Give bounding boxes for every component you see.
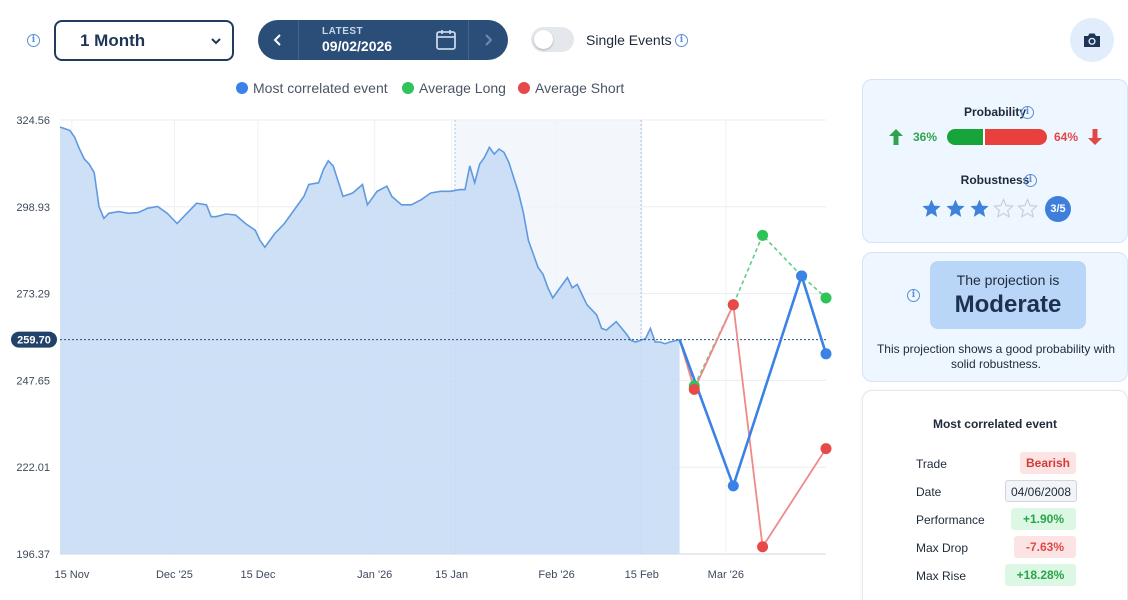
most-correlated-point	[727, 480, 739, 492]
long-percentage: 36%	[913, 130, 938, 144]
probability-title-text: Probability	[963, 105, 1026, 119]
robustness-info-icon[interactable]: i	[1024, 174, 1037, 187]
legend-item-average-short[interactable]: Average Short	[518, 80, 624, 96]
y-tick-label: 222.01	[16, 462, 50, 474]
legend-label: Average Long	[419, 80, 506, 96]
chevron-down-icon	[211, 37, 221, 44]
max-drop-label: Max Drop	[916, 541, 969, 555]
price-line	[59, 126, 680, 345]
trade-value: Bearish	[1020, 452, 1076, 474]
average-short-point	[820, 443, 832, 455]
x-tick-label: 15 Jan	[435, 569, 468, 581]
average-short-point	[757, 541, 769, 553]
chevron-left-icon	[273, 34, 281, 46]
projection-rating: Moderate	[954, 291, 1062, 318]
event-title: Most correlated event	[932, 417, 1058, 431]
y-tick-label: 273.29	[16, 289, 50, 301]
calendar-icon[interactable]	[434, 28, 458, 52]
robustness-title: Robustness	[863, 173, 1127, 187]
x-tick-label: 15 Dec	[240, 569, 275, 581]
legend-swatch	[236, 82, 248, 94]
most-correlated-point	[796, 270, 808, 282]
projection-intro: The projection is	[956, 272, 1060, 288]
screenshot-button[interactable]	[1070, 18, 1114, 62]
robustness-stars	[921, 198, 1041, 219]
period-select[interactable]: 1 Month	[54, 20, 234, 61]
projection-description: This projection shows a good probability…	[876, 342, 1116, 371]
probability-title: Probability	[863, 105, 1127, 119]
single-events-info-icon[interactable]: i	[675, 34, 688, 47]
star-filled-icon	[946, 199, 965, 217]
x-tick-label: 15 Feb	[625, 569, 659, 581]
toggle-knob	[534, 30, 553, 49]
probability-divider	[983, 129, 985, 145]
date-value: 04/06/2008	[1005, 480, 1077, 502]
robustness-title-text: Robustness	[960, 173, 1030, 187]
x-tick-label: Dec '25	[156, 569, 193, 581]
robustness-badge: 3/5	[1045, 196, 1071, 222]
average-short-point	[727, 299, 739, 311]
price-chart[interactable]: 324.56 298.93 273.29 247.65 222.01 196.37 15 …	[0, 100, 850, 600]
short-percentage: 64%	[1054, 130, 1079, 144]
average-long-point	[757, 229, 769, 241]
date-navigator: LATEST 09/02/2026	[258, 20, 508, 60]
average-long-point	[820, 292, 832, 304]
camera-icon	[1084, 33, 1100, 47]
projection-summary: The projection is Moderate	[930, 261, 1086, 329]
average-short-point	[688, 383, 700, 395]
latest-date[interactable]: 09/02/2026	[322, 38, 393, 54]
performance-label: Performance	[916, 513, 985, 527]
period-info-icon[interactable]: i	[27, 34, 40, 47]
most-correlated-projection-line	[678, 271, 828, 490]
star-filled-icon	[970, 199, 989, 217]
current-value-badge: 259.70	[11, 331, 57, 348]
most-correlated-point	[820, 348, 832, 360]
x-tick-label: Jan '26	[357, 569, 392, 581]
x-tick-label: Feb '26	[538, 569, 574, 581]
y-tick-label: 298.93	[16, 202, 50, 214]
date-label: Date	[916, 485, 942, 499]
legend-label: Most correlated event	[253, 80, 388, 96]
latest-label: LATEST	[322, 26, 364, 37]
y-tick-label: 324.56	[16, 115, 50, 127]
next-date-button[interactable]	[468, 20, 508, 60]
probability-long-fill	[947, 129, 983, 145]
trade-label: Trade	[916, 457, 947, 471]
chevron-right-icon	[485, 34, 493, 46]
legend-label: Average Short	[535, 80, 625, 96]
current-value-label: 259.70	[17, 335, 51, 347]
correlated-event-panel: Most correlated event Trade Bearish Date…	[862, 390, 1128, 600]
price-area	[60, 127, 680, 554]
probability-info-icon[interactable]: i	[1021, 106, 1034, 119]
average-long-projection-line	[678, 233, 827, 389]
divider	[298, 20, 299, 60]
arrow-up-icon	[889, 129, 903, 145]
y-tick-label: 196.37	[16, 549, 50, 561]
previous-date-button[interactable]	[258, 20, 298, 60]
arrow-down-icon	[1088, 129, 1102, 145]
x-tick-label: Mar '26	[708, 569, 744, 581]
star-empty-icon	[993, 198, 1014, 218]
legend-swatch	[402, 82, 414, 94]
projection-info-icon[interactable]: i	[907, 289, 920, 302]
probability-panel: Probability i 36% 64% Robustness i 3/5	[862, 79, 1128, 243]
single-events-label: Single Events	[586, 32, 672, 48]
star-empty-icon	[1017, 198, 1038, 218]
legend-item-average-long[interactable]: Average Long	[402, 80, 506, 96]
x-tick-label: 15 Nov	[54, 569, 89, 581]
period-select-value: 1 Month	[80, 30, 146, 50]
legend-swatch	[518, 82, 530, 94]
probability-bar	[947, 129, 1047, 145]
projection-panel: i The projection is Moderate This projec…	[862, 252, 1128, 382]
max-rise-value: +18.28%	[1005, 564, 1076, 586]
legend-item-most-correlated[interactable]: Most correlated event	[236, 80, 388, 96]
star-filled-icon	[922, 199, 941, 217]
single-events-toggle[interactable]	[531, 27, 574, 52]
performance-value: +1.90%	[1011, 508, 1076, 530]
divider	[468, 20, 469, 60]
max-rise-label: Max Rise	[916, 569, 967, 583]
max-drop-value: -7.63%	[1014, 536, 1076, 558]
y-tick-label: 247.65	[16, 375, 50, 387]
probability-short-fill	[985, 129, 1047, 145]
